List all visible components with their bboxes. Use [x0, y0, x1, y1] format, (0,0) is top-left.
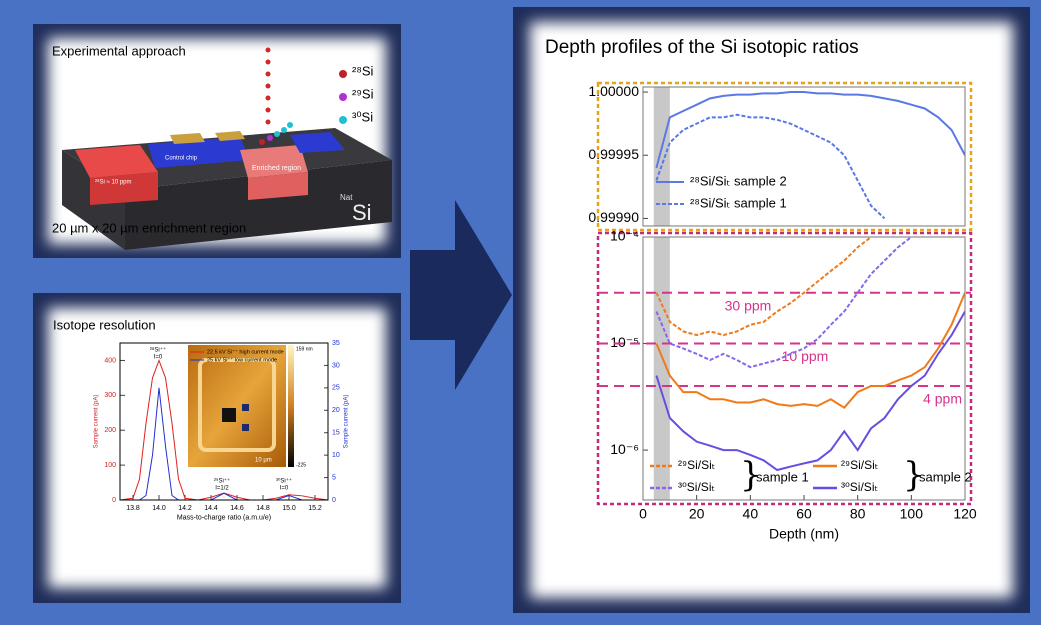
- legend-label: 25 kV Si⁺⁺ low current mode: [207, 356, 277, 363]
- graphical-abstract: Experimental approach ²⁸Si ²⁹Si ³⁰Si ²⁸S…: [0, 0, 1041, 625]
- isotope-label: ²⁹Si: [352, 86, 374, 101]
- y-tick-label: 400: [104, 357, 116, 364]
- y2-axis-label: Sample current (pA): [344, 395, 350, 449]
- substrate-label: Si: [352, 200, 372, 225]
- x-tick-label: 14.8: [256, 505, 270, 512]
- x-tick-label: 14.0: [152, 505, 166, 512]
- peak-label: ²⁸Si⁺⁺: [150, 347, 166, 354]
- x-tick-label: 14.4: [204, 505, 218, 512]
- peak-label: I=1/2: [215, 486, 229, 492]
- x-axis-label: Depth (nm): [769, 526, 839, 542]
- scene-label: Enriched region: [252, 165, 301, 172]
- x-tick-label: 15.0: [282, 505, 296, 512]
- reference-label: 10 ppm: [782, 348, 829, 364]
- inset-label: 10 µm: [255, 458, 272, 464]
- panel-glow: [530, 22, 1013, 598]
- legend-label: 22.5 kV Si⁺⁺ high current mode: [207, 348, 284, 355]
- x-axis-label: Mass-to-charge ratio (a.m.u/e): [177, 514, 271, 521]
- y-tick-label: 1.00000: [588, 83, 639, 99]
- inset-label: -225: [296, 462, 306, 468]
- legend-group-label: sample 1: [756, 469, 809, 484]
- y2-tick-label: 30: [332, 362, 340, 369]
- peak-label: I=0: [154, 355, 163, 361]
- scene-label: Control chip: [165, 156, 198, 162]
- legend-label: ²⁹Si/Siₜ: [841, 458, 878, 472]
- x-tick-label: 0: [639, 505, 647, 521]
- legend-label: ²⁸Si/Siₜ sample 2: [690, 173, 787, 188]
- legend-label: ²⁹Si/Siₜ: [678, 458, 715, 472]
- legend-group-label: sample 2: [919, 469, 972, 484]
- y-tick-label: 0: [112, 497, 116, 504]
- scene-label: ²⁸Si ≈ 10 ppm: [95, 179, 132, 186]
- y2-tick-label: 25: [332, 385, 340, 392]
- y2-tick-label: 15: [332, 430, 340, 437]
- afm-feature: [242, 424, 249, 431]
- afm-feature: [242, 404, 249, 411]
- y-tick-label: 0.99995: [588, 146, 639, 162]
- x-tick-label: 100: [900, 505, 924, 521]
- isotope-label: ²⁸Si: [352, 63, 373, 78]
- y-tick-label: 10⁻⁵: [610, 334, 639, 350]
- x-tick-label: 20: [689, 505, 705, 521]
- reference-label: 4 ppm: [923, 391, 962, 407]
- panel-title: Experimental approach: [52, 43, 186, 58]
- x-tick-label: 13.8: [126, 505, 140, 512]
- x-tick-label: 14.6: [230, 505, 244, 512]
- y-tick-label: 10⁻⁴: [610, 228, 639, 244]
- y-tick-label: 10⁻⁶: [610, 441, 639, 457]
- y2-tick-label: 10: [332, 452, 340, 459]
- isotope-dot: [339, 70, 347, 78]
- peak-label: ²⁹Si⁺⁺: [214, 478, 230, 485]
- x-tick-label: 120: [953, 505, 977, 521]
- isotope-dot: [339, 116, 347, 124]
- legend-label: ²⁸Si/Siₜ sample 1: [690, 195, 787, 210]
- y-tick-label: 0.99990: [588, 209, 639, 225]
- afm-feature: [222, 408, 236, 422]
- shaded-region: [654, 87, 670, 226]
- x-tick-label: 14.2: [178, 505, 192, 512]
- peak-label: I=0: [280, 486, 289, 492]
- page: {"title": "Depth profiles of the Si isot…: [0, 0, 1041, 625]
- reference-label: 30 ppm: [725, 297, 772, 313]
- x-tick-label: 40: [743, 505, 759, 521]
- x-tick-label: 80: [850, 505, 866, 521]
- peak-label: ³⁰Si⁺⁺: [276, 478, 292, 485]
- y-tick-label: 300: [104, 392, 116, 399]
- y-tick-label: 200: [104, 427, 116, 434]
- afm-colorbar: [288, 345, 294, 467]
- x-tick-label: 60: [796, 505, 812, 521]
- y2-tick-label: 0: [332, 497, 336, 504]
- y2-tick-label: 5: [332, 474, 336, 481]
- legend-label: ³⁰Si/Siₜ: [678, 480, 715, 494]
- panel-title: Isotope resolution: [53, 317, 156, 332]
- y2-tick-label: 35: [332, 340, 340, 347]
- y-axis-label: Sample current (pA): [94, 395, 100, 449]
- isotope-label: ³⁰Si: [352, 109, 373, 124]
- y-tick-label: 100: [104, 462, 116, 469]
- isotope-dot: [339, 93, 347, 101]
- main-title: Depth profiles of the Si isotopic ratios: [545, 37, 859, 58]
- legend-label: ³⁰Si/Siₜ: [841, 480, 878, 494]
- inset-label: 159 nm: [296, 346, 313, 352]
- x-tick-label: 15.2: [308, 505, 322, 512]
- y2-tick-label: 20: [332, 407, 340, 414]
- panel-caption: 20 µm x 20 µm enrichment region: [52, 220, 246, 235]
